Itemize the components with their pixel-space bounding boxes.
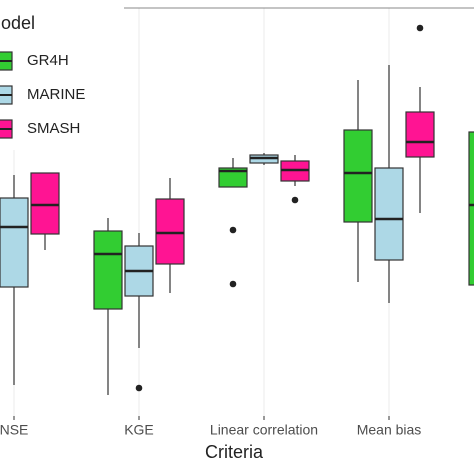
outlier <box>291 196 299 204</box>
legend-label: GR4H <box>27 52 69 69</box>
legend-label: MARINE <box>27 86 85 103</box>
legend-title: Model <box>0 13 35 33</box>
box <box>93 230 123 310</box>
box <box>405 111 435 158</box>
box <box>0 197 29 288</box>
legend-background <box>0 0 124 150</box>
outlier <box>416 24 424 32</box>
box <box>155 198 185 265</box>
box <box>218 167 248 188</box>
outlier <box>135 384 143 392</box>
box <box>343 129 373 223</box>
outlier <box>229 226 237 234</box>
box <box>30 172 60 235</box>
x-tick-label: NSE <box>0 422 28 438</box>
x-tick-label: Linear correlation <box>210 422 318 438</box>
x-tick-label: KGE <box>124 422 154 438</box>
box <box>374 167 404 261</box>
legend-label: SMASH <box>27 120 80 137</box>
box <box>468 131 474 286</box>
outlier <box>229 280 237 288</box>
x-tick-label: Mean bias <box>357 422 422 438</box>
x-axis-label: Criteria <box>205 442 264 462</box>
